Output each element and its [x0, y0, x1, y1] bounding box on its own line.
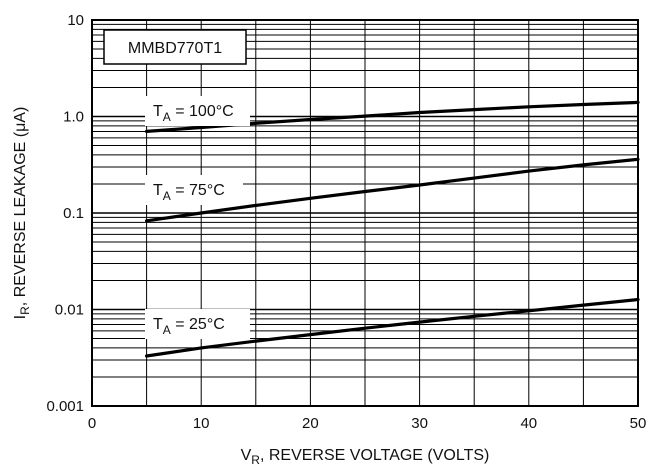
- y-tick-label: 0.01: [55, 302, 84, 319]
- x-tick-label: 10: [193, 415, 210, 432]
- y-tick-label: 1.0: [63, 109, 84, 126]
- series-labels: TA = 100°C TA = 75°C TA = 25°C: [145, 96, 250, 339]
- y-tick-label: 10: [67, 12, 84, 29]
- series-line-2: [145, 297, 640, 358]
- series-label-0: TA = 100°C: [153, 103, 234, 124]
- series-line-1: [145, 157, 640, 223]
- series-label-1: TA = 75°C: [153, 182, 225, 203]
- x-tick-label: 30: [411, 415, 428, 432]
- x-tick-label: 40: [520, 415, 537, 432]
- x-tick-label: 0: [88, 415, 96, 432]
- plot-frame: [91, 19, 639, 407]
- series-label-2: TA = 25°C: [153, 316, 225, 337]
- grid: [92, 20, 638, 406]
- chart-title: MMBD770T1: [128, 40, 222, 57]
- x-axis-label: VR, REVERSE VOLTAGE (VOLTS): [241, 447, 490, 466]
- series-label-box-2: [145, 309, 250, 339]
- x-tick-labels: 0 10 20 30 40 50: [88, 415, 647, 432]
- y-tick-labels: 0.001 0.01 0.1 1.0 10: [46, 12, 84, 415]
- y-tick-label: 0.1: [63, 205, 84, 222]
- series-label-box-0: [145, 96, 250, 126]
- y-tick-label: 0.001: [46, 398, 84, 415]
- series-label-box-1: [145, 175, 243, 205]
- x-tick-label: 20: [302, 415, 319, 432]
- title-box: [103, 29, 247, 65]
- x-tick-label: 50: [630, 415, 647, 432]
- y-axis-label: IR, REVERSE LEAKAGE (μA): [12, 107, 32, 320]
